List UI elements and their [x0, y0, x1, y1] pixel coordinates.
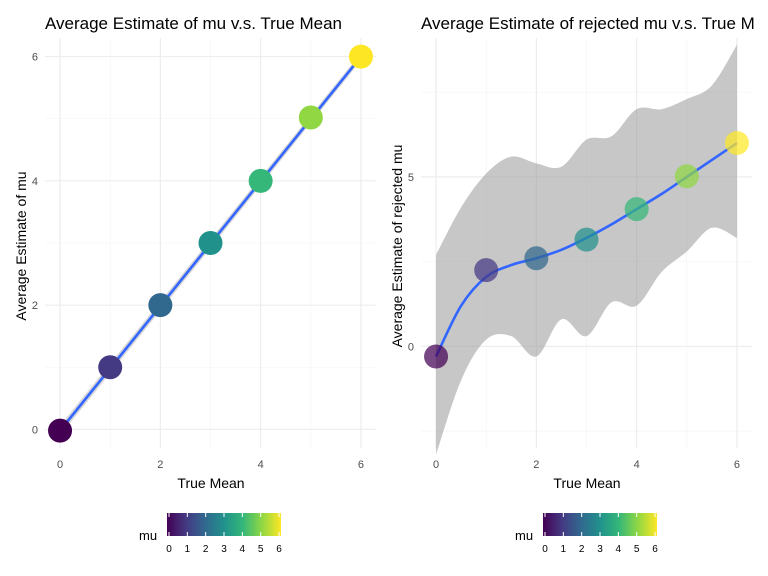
data-point — [48, 418, 73, 443]
legend-tick-label: 6 — [652, 544, 658, 555]
x-tick-label: 2 — [533, 459, 539, 471]
x-tick-label: 2 — [157, 459, 163, 471]
data-point — [624, 197, 649, 222]
x-tick-label: 6 — [358, 459, 364, 471]
y-tick-label: 2 — [32, 300, 38, 312]
legend-tick-label: 2 — [579, 544, 585, 555]
legend-tick-label: 6 — [276, 544, 282, 555]
left-panel: Average Estimate of mu v.s. True Mean 0 2… — [13, 14, 376, 491]
left-legend-tick-labels: 0 1 2 3 4 5 6 — [166, 513, 282, 555]
right-x-axis-title: True Mean — [553, 475, 620, 491]
right-panel: Average Estimate of rejected mu v.s. Tru… — [389, 14, 755, 491]
x-tick-label: 6 — [734, 459, 740, 471]
legend-tick-label: 1 — [561, 544, 567, 555]
data-point — [298, 105, 323, 130]
left-legend-title: mu — [139, 528, 157, 543]
y-tick-label: 0 — [408, 341, 414, 353]
y-tick-label: 0 — [32, 424, 38, 436]
left-y-tick-labels: 0 2 4 6 — [32, 52, 38, 437]
left-plot-title: Average Estimate of mu v.s. True Mean — [45, 14, 342, 33]
left-y-axis-title: Average Estimate of mu — [13, 171, 29, 320]
data-point — [474, 258, 499, 283]
data-point — [98, 355, 123, 380]
right-legend-title: mu — [515, 528, 533, 543]
legend-tick-label: 0 — [166, 544, 172, 555]
y-tick-label: 6 — [32, 52, 38, 64]
y-tick-label: 4 — [32, 176, 38, 188]
data-point — [524, 246, 549, 271]
right-legend: mu 0 1 2 3 4 5 6 — [515, 513, 658, 555]
right-y-tick-labels: 05 — [408, 172, 414, 353]
data-point — [674, 164, 699, 189]
data-point — [724, 131, 749, 156]
data-point — [574, 227, 599, 252]
legend-tick-label: 2 — [203, 544, 209, 555]
legend-tick-label: 5 — [634, 544, 640, 555]
data-point — [148, 293, 173, 318]
right-x-tick-labels: 0 2 4 6 — [433, 459, 740, 471]
right-points — [424, 131, 749, 369]
legend-tick-label: 1 — [185, 544, 191, 555]
x-tick-label: 4 — [258, 459, 264, 471]
left-x-axis-title: True Mean — [177, 475, 244, 491]
left-gridlines — [45, 38, 376, 448]
left-x-tick-labels: 0 2 4 6 — [57, 459, 364, 471]
data-point — [198, 231, 223, 255]
left-legend-colorbar — [167, 513, 281, 536]
left-points — [48, 44, 373, 443]
legend-tick-label: 3 — [221, 544, 227, 555]
x-tick-label: 0 — [57, 459, 63, 471]
data-point — [248, 168, 273, 193]
right-plot-title: Average Estimate of rejected mu v.s. Tru… — [421, 14, 755, 33]
right-legend-colorbar — [543, 513, 657, 536]
x-tick-label: 4 — [634, 459, 640, 471]
y-tick-label: 5 — [408, 172, 414, 184]
right-y-axis-title: Average Estimate of rejected mu — [389, 145, 405, 348]
x-tick-label: 0 — [433, 459, 439, 471]
right-legend-tick-labels: 0 1 2 3 4 5 6 — [542, 513, 658, 555]
left-legend: mu 0 1 2 3 4 5 6 — [139, 513, 282, 555]
legend-tick-label: 4 — [240, 544, 246, 555]
data-point — [348, 44, 373, 69]
data-point — [424, 344, 449, 369]
legend-tick-label: 0 — [542, 544, 548, 555]
legend-tick-label: 3 — [597, 544, 603, 555]
legend-tick-label: 5 — [258, 544, 264, 555]
legend-tick-label: 4 — [616, 544, 622, 555]
